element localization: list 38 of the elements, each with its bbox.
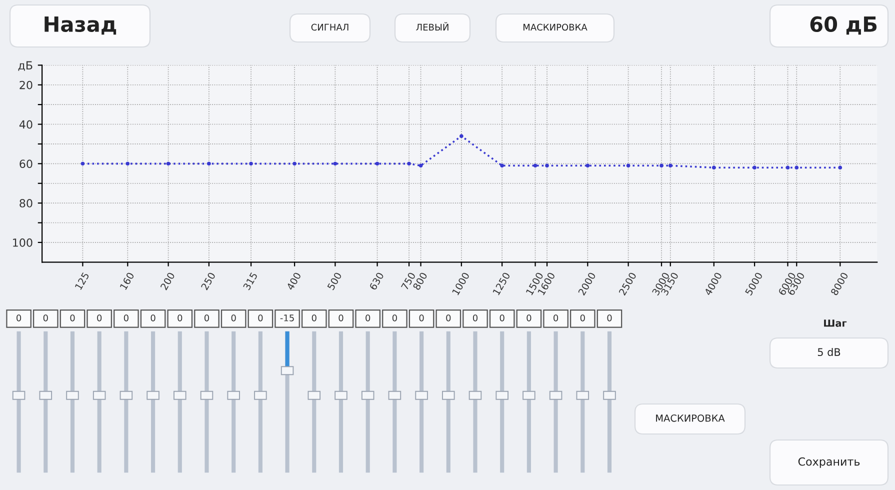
data-label: 0	[338, 314, 344, 322]
text: 60 дБ	[810, 16, 877, 35]
y-tick-label: 100	[13, 238, 32, 247]
text: МАСКИРОВКА	[524, 24, 588, 31]
text: Шаг	[824, 320, 847, 327]
data-label: 0	[178, 314, 182, 322]
text: Сохранить	[798, 457, 860, 468]
y-tick-label: 80	[20, 199, 32, 208]
text: СИГНАЛ	[311, 24, 348, 31]
data-label: 0	[500, 314, 504, 322]
y-tick-label: 20	[20, 80, 32, 90]
data-label: 0	[150, 314, 156, 322]
data-label: 0	[204, 314, 210, 322]
y-tick-label: 60	[20, 160, 32, 168]
data-label: 0	[43, 314, 48, 322]
y-tick-label: дБ	[18, 61, 32, 71]
data-label: 0	[124, 314, 128, 322]
text: МАСКИРОВКА	[656, 414, 725, 422]
data-label: 0	[97, 314, 102, 322]
data-label: 0	[392, 314, 397, 322]
data-label: 0	[366, 314, 370, 322]
text: Назад	[44, 16, 116, 35]
data-label: 0	[231, 314, 236, 322]
data-label: 0	[446, 314, 451, 322]
data-label: 0	[526, 314, 532, 322]
y-tick-label: 40	[19, 120, 32, 129]
data-label: 0	[554, 314, 558, 322]
data-label: 0	[16, 314, 22, 322]
data-label: 0	[312, 314, 316, 322]
data-label: -15	[280, 314, 294, 322]
data-label: 0	[258, 314, 263, 322]
data-label: 0	[607, 314, 612, 322]
data-label: 0	[472, 314, 478, 322]
data-label: 0	[419, 314, 424, 322]
text: 5 dB	[818, 348, 840, 356]
data-label: 0	[580, 314, 585, 322]
text: ЛЕВЫЙ	[416, 22, 448, 30]
data-label: 0	[70, 314, 75, 322]
